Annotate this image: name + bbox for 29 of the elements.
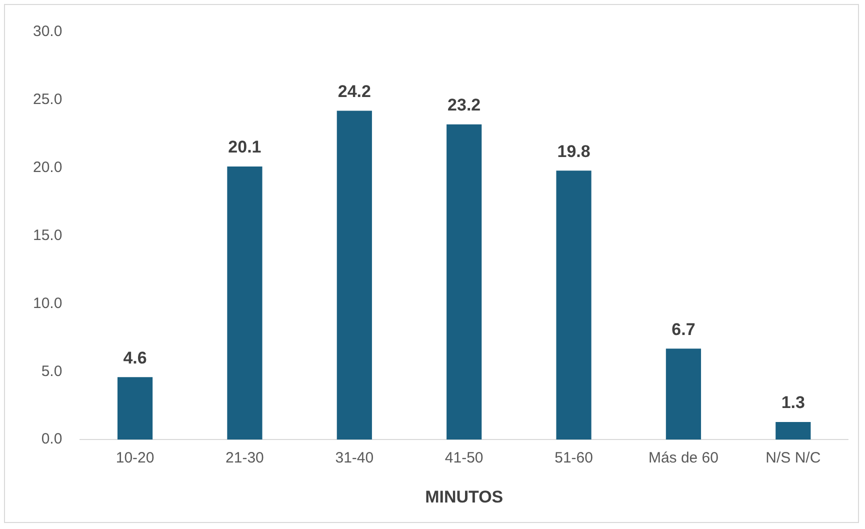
x-axis-title: MINUTOS bbox=[425, 487, 504, 506]
data-label: 4.6 bbox=[123, 348, 147, 368]
y-tick-label: 15.0 bbox=[32, 226, 62, 244]
x-tick-label: 31-40 bbox=[335, 450, 374, 467]
y-tick-label: 30.0 bbox=[32, 23, 62, 40]
y-tick-label: 10.0 bbox=[32, 294, 62, 312]
x-tick-label: N/S N/C bbox=[766, 450, 821, 467]
data-label: 23.2 bbox=[448, 96, 481, 115]
bar bbox=[556, 170, 592, 440]
y-tick-label: 0.0 bbox=[41, 430, 62, 448]
data-label: 20.1 bbox=[228, 138, 262, 157]
bar bbox=[227, 166, 262, 440]
x-tick-label: 41-50 bbox=[444, 450, 484, 467]
bar bbox=[776, 422, 811, 440]
data-label: 1.3 bbox=[781, 393, 805, 412]
bar bbox=[446, 124, 482, 440]
x-tick-label: 10-20 bbox=[116, 450, 154, 467]
bar bbox=[666, 348, 702, 440]
y-tick-label: 20.0 bbox=[32, 159, 62, 176]
data-label: 19.8 bbox=[557, 142, 590, 161]
x-tick-label: Más de 60 bbox=[648, 450, 718, 467]
data-label: 24.2 bbox=[338, 82, 371, 101]
data-label: 6.7 bbox=[672, 320, 696, 339]
y-tick-label: 5.0 bbox=[41, 362, 62, 380]
y-tick-label: 25.0 bbox=[32, 91, 62, 108]
bar bbox=[117, 377, 153, 440]
x-tick-label: 51-60 bbox=[554, 450, 593, 467]
bar bbox=[336, 110, 372, 440]
x-tick-label: 21-30 bbox=[226, 450, 264, 467]
